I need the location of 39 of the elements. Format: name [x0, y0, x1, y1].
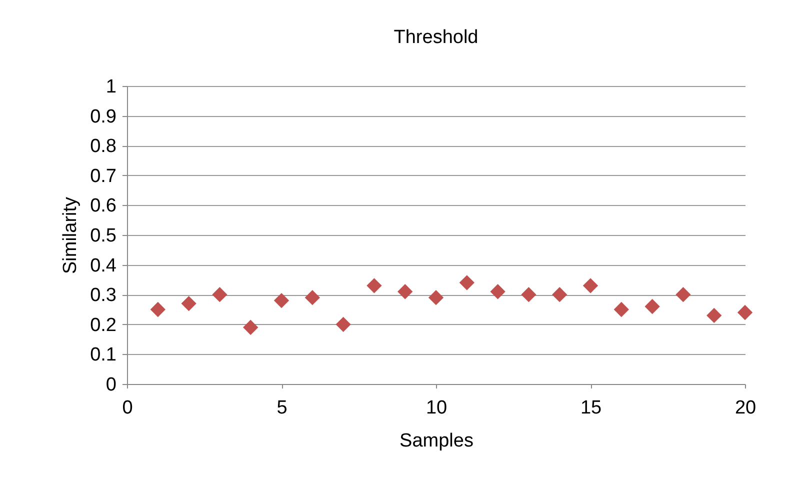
point [676, 287, 691, 302]
point [552, 287, 568, 302]
y-tick-label: 0.7 [90, 166, 116, 187]
point [737, 304, 753, 320]
point [582, 278, 598, 294]
y-tick-label: 0.1 [90, 344, 116, 366]
x-tick-label: 5 [276, 398, 288, 418]
chart-title: Threshold [394, 27, 478, 48]
x-tick-label: 20 [734, 398, 756, 418]
point [366, 278, 382, 294]
y-axis-title: Similarity [60, 196, 82, 274]
point [336, 316, 351, 332]
y-tick-label: 0.8 [90, 136, 116, 158]
point [428, 290, 444, 306]
x-tick-label: 0 [122, 398, 133, 418]
y-tick-label: 0.3 [90, 285, 116, 306]
y-tick-label: 0.4 [90, 255, 117, 276]
point [212, 287, 228, 302]
point [398, 284, 413, 300]
point [490, 284, 506, 300]
point [459, 275, 474, 290]
point [150, 302, 166, 318]
point [181, 296, 196, 312]
point [521, 287, 536, 302]
x-axis-title: Samples [400, 430, 474, 452]
point [304, 290, 320, 306]
point [644, 298, 660, 314]
point [614, 302, 629, 318]
y-tick-label: 0.2 [90, 314, 116, 336]
x-tick-label: 10 [426, 398, 448, 418]
point [706, 308, 722, 324]
y-tick-label: 0.5 [90, 226, 116, 246]
x-tick-label: 15 [580, 398, 602, 418]
y-tick-label: 0.6 [90, 196, 116, 217]
y-tick-label: 0 [106, 374, 116, 396]
point [243, 320, 258, 335]
y-tick-label: 0.9 [90, 106, 116, 128]
point [274, 292, 290, 308]
y-tick-label: 1 [106, 76, 116, 98]
